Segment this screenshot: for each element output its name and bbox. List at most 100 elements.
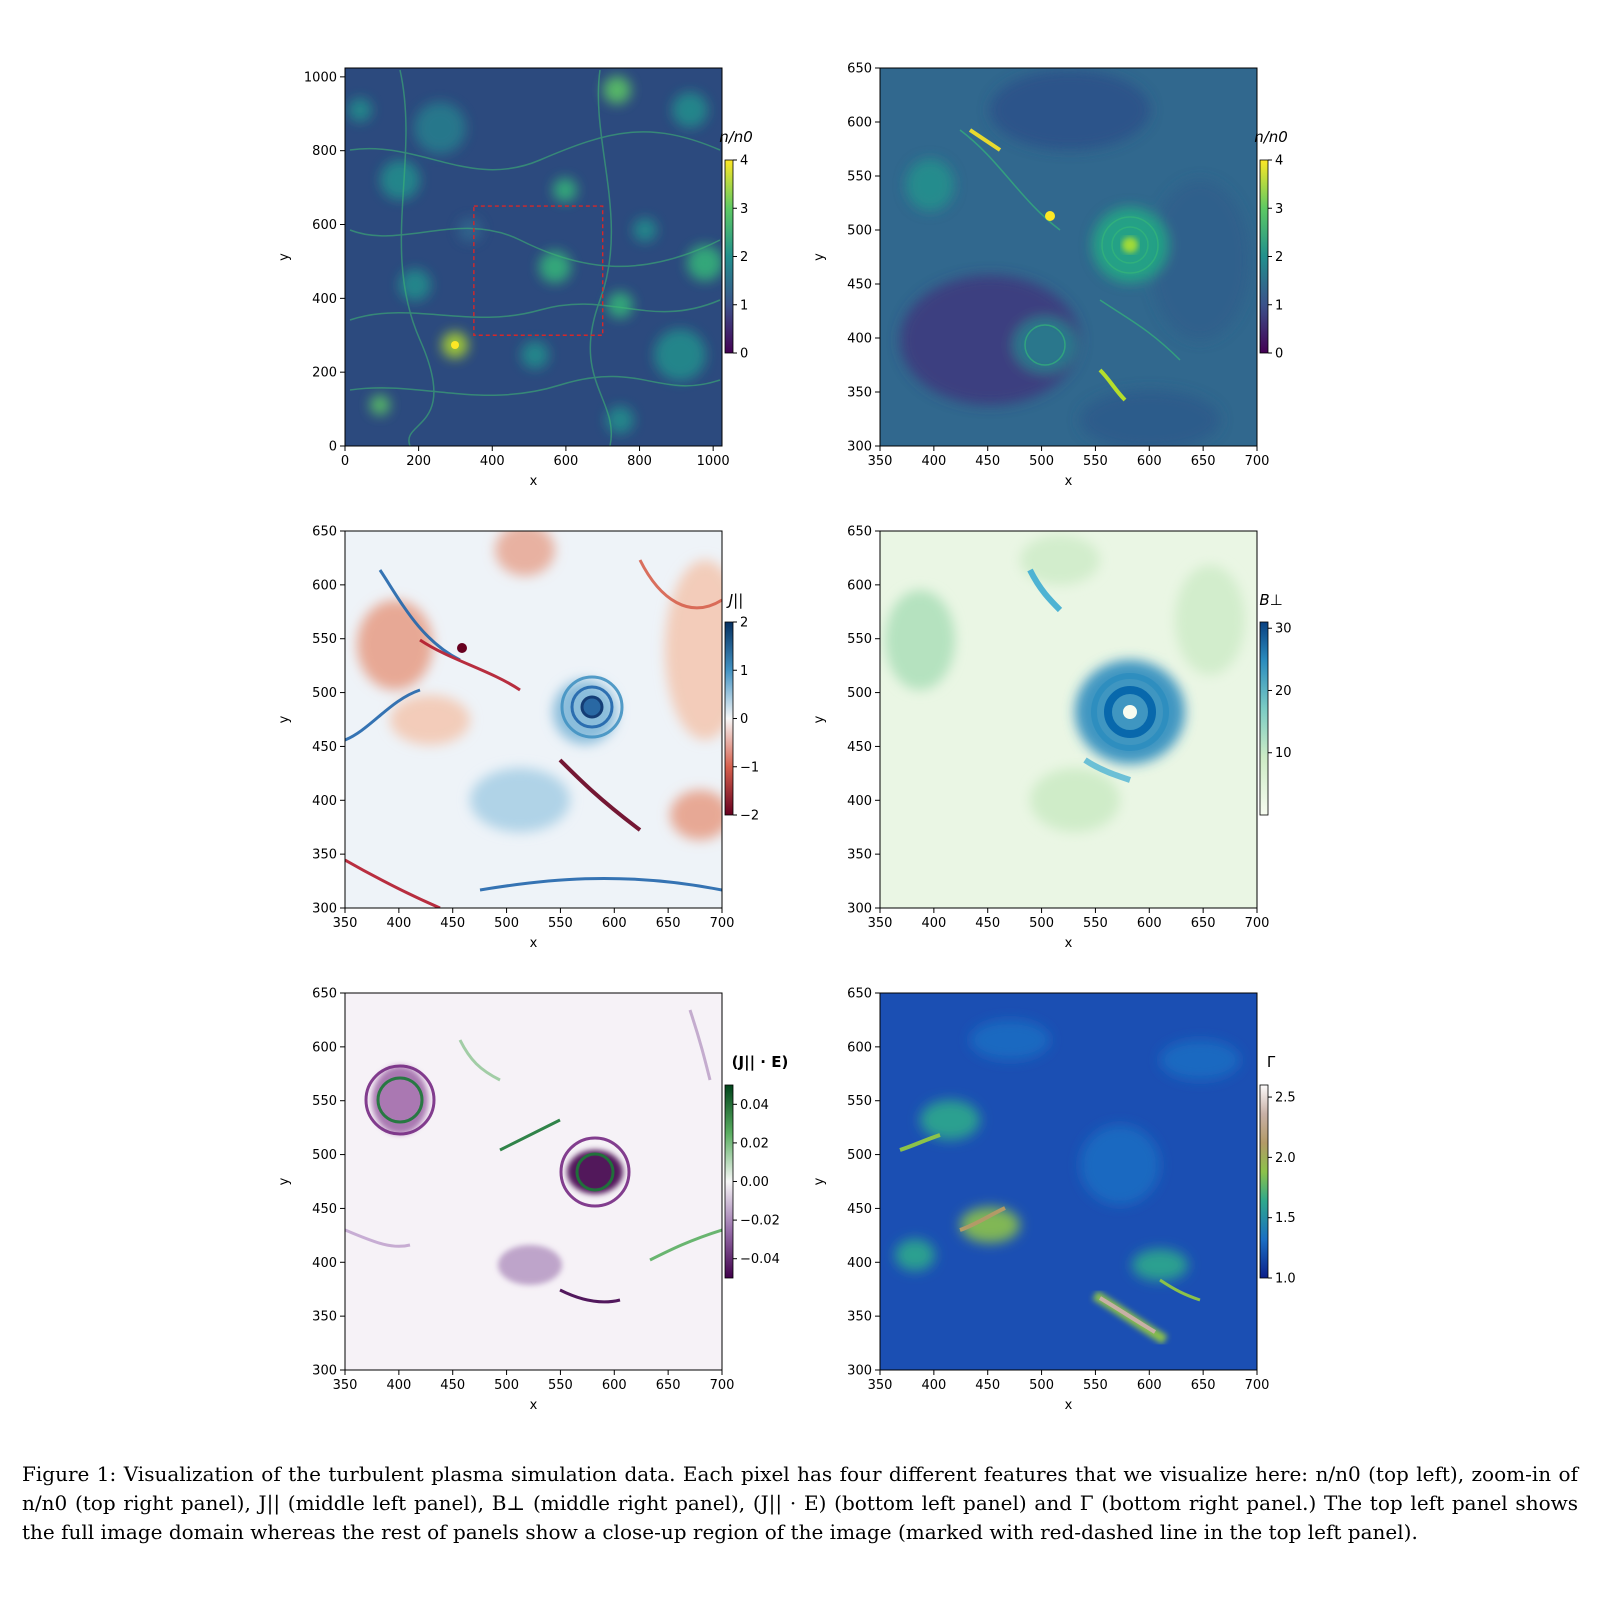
x-tick-label: 400 xyxy=(921,454,946,469)
x-tick-label: 600 xyxy=(553,454,578,469)
x-tick-label: 500 xyxy=(494,916,519,931)
axes-frame xyxy=(879,530,1258,909)
heatmap-density-full xyxy=(345,68,722,446)
colorbar-j-parallel xyxy=(724,621,734,816)
x-tick-label: 450 xyxy=(975,1378,1000,1393)
y-tick-label: 450 xyxy=(312,1202,337,1217)
colorbar-ticks-density: 0 1 2 3 4 xyxy=(733,154,748,362)
y-tick-label: 550 xyxy=(847,170,872,185)
colorbar-density xyxy=(724,159,734,354)
y-tick-label: 400 xyxy=(847,332,872,347)
heatmap-j-parallel xyxy=(345,531,722,908)
x-tick-label: 500 xyxy=(1029,1378,1054,1393)
x-tick-label: 550 xyxy=(1083,454,1108,469)
colorbar-label-b-perp: B⊥ xyxy=(1259,591,1282,609)
colorbar-gamma xyxy=(1259,1084,1269,1279)
zoom-region-box xyxy=(473,205,604,336)
y-tick-label: 450 xyxy=(312,740,337,755)
y-tick-label: 1000 xyxy=(304,70,337,85)
x-tick-label: 700 xyxy=(1245,1378,1270,1393)
x-tick-label: 700 xyxy=(1245,916,1270,931)
axes-frame xyxy=(879,992,1258,1371)
x-tick-label: 400 xyxy=(921,1378,946,1393)
heatmap-gamma xyxy=(880,993,1257,1370)
y-tick-label: 650 xyxy=(312,525,337,540)
y-axis-label: y xyxy=(812,253,827,261)
colorbar-tick-label: 0.00 xyxy=(740,1175,769,1190)
colorbar-ticks-j-parallel: 2 1 0 −1 −2 xyxy=(733,616,759,824)
y-axis-label: y xyxy=(277,253,292,261)
colorbar-tick-label: 1 xyxy=(1275,298,1283,313)
x-tick-label: 650 xyxy=(1191,916,1216,931)
y-tick-label: 300 xyxy=(312,902,337,917)
y-tick-label: 400 xyxy=(312,292,337,307)
colorbar-tick-label: 1.0 xyxy=(1275,1272,1296,1287)
x-tick-label: 350 xyxy=(868,454,893,469)
x-axis-label: x xyxy=(1065,1398,1073,1413)
y-tick-label: 550 xyxy=(847,632,872,647)
colorbar-tick-label: −0.04 xyxy=(740,1252,780,1267)
caption-label: Figure 1: xyxy=(22,1462,117,1486)
colorbar-label-density: n/n0 xyxy=(719,128,753,146)
x-tick-label: 400 xyxy=(480,454,505,469)
y-tick-label: 200 xyxy=(312,366,337,381)
colorbar-tick-label: 2 xyxy=(740,616,748,631)
x-tick-label: 700 xyxy=(710,1378,735,1393)
axes-bottom-left: 350 400 450 500 550 600 650 7003003504004505005… xyxy=(277,987,734,1414)
x-tick-label: 400 xyxy=(386,1378,411,1393)
x-tick-label: 350 xyxy=(333,1378,358,1393)
y-tick-label: 650 xyxy=(847,987,872,1002)
colorbar-ticks-gamma: 2.5 2.0 1.5 1.0 xyxy=(1268,1091,1296,1287)
colorbar-tick-label: 4 xyxy=(1275,154,1283,169)
axes-middle-left: 350 400 450 500 550 600 650 7003003504004505005… xyxy=(277,525,734,952)
x-tick-label: 600 xyxy=(602,1378,627,1393)
x-tick-label: 350 xyxy=(868,1378,893,1393)
x-tick-label: 700 xyxy=(710,916,735,931)
axes-frame xyxy=(344,992,723,1371)
axes-frame xyxy=(344,530,723,909)
colorbar-tick-label: −0.02 xyxy=(740,1214,780,1229)
x-tick-label: 600 xyxy=(1137,454,1162,469)
x-axis-label: x xyxy=(530,474,538,489)
axes-top-right: 350 400 450 500 550 600 650 7003003504004505005… xyxy=(812,62,1269,490)
y-tick-label: 300 xyxy=(847,1364,872,1379)
y-tick-label: 400 xyxy=(312,794,337,809)
y-tick-label: 450 xyxy=(847,740,872,755)
x-tick-label: 600 xyxy=(1137,1378,1162,1393)
panel-top-left: 0 200 400 600 800 1000 0 200 400 600 800 1000 x y 0 1 2… xyxy=(277,67,753,489)
colorbar-tick-label: 0 xyxy=(740,712,748,727)
colorbar-tick-label: 1.5 xyxy=(1275,1211,1296,1226)
panel-bottom-left: 350 400 450 500 550 600 650 7003003504004505005… xyxy=(277,987,788,1414)
colorbar-ticks-density-zoom: 0 1 2 3 4 xyxy=(1268,154,1283,362)
colorbar-tick-label: 1 xyxy=(740,664,748,679)
y-axis-label: y xyxy=(277,1177,292,1185)
colorbar-tick-label: 3 xyxy=(1275,202,1283,217)
x-tick-label: 1000 xyxy=(697,454,730,469)
colorbar-tick-label: 20 xyxy=(1275,684,1292,699)
y-tick-label: 650 xyxy=(847,62,872,77)
figure-caption: Figure 1: Visualization of the turbulent… xyxy=(22,1460,1578,1547)
axes-top-left: 0 200 400 600 800 1000 0 200 400 600 800 1000 x y xyxy=(277,70,730,489)
colorbar-tick-label: 0 xyxy=(740,347,748,362)
y-axis-label: y xyxy=(277,715,292,723)
y-tick-label: 550 xyxy=(312,632,337,647)
x-tick-label: 450 xyxy=(440,1378,465,1393)
x-tick-label: 350 xyxy=(333,916,358,931)
x-tick-label: 350 xyxy=(868,916,893,931)
colorbar-ticks-j-dot-e: 0.04 0.02 0.00 −0.02 −0.04 xyxy=(733,1098,780,1267)
colorbar-b-perp xyxy=(1259,621,1269,816)
colorbar-j-dot-e xyxy=(724,1084,734,1279)
x-tick-label: 550 xyxy=(1083,1378,1108,1393)
colorbar-tick-label: −2 xyxy=(740,809,759,824)
colorbar-tick-label: 2 xyxy=(740,250,748,265)
y-tick-label: 600 xyxy=(312,1040,337,1055)
heatmap-density-zoom xyxy=(880,68,1257,446)
y-tick-label: 600 xyxy=(847,578,872,593)
colorbar-tick-label: 0.02 xyxy=(740,1136,769,1151)
x-tick-label: 700 xyxy=(1245,454,1270,469)
colorbar-tick-label: 2.5 xyxy=(1275,1091,1296,1106)
y-tick-label: 300 xyxy=(847,902,872,917)
panel-bottom-right: 350 400 450 500 550 600 650 7003003504004505005… xyxy=(812,987,1296,1414)
x-tick-label: 200 xyxy=(406,454,431,469)
